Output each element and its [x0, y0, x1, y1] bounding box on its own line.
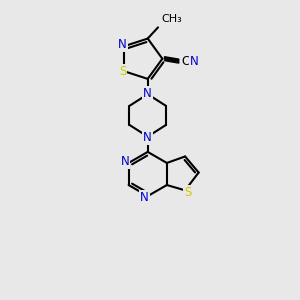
Text: CH₃: CH₃ [162, 14, 182, 24]
Text: N: N [121, 155, 129, 168]
Text: C: C [182, 55, 190, 68]
Text: N: N [143, 131, 152, 144]
Text: S: S [119, 65, 126, 78]
Text: N: N [140, 191, 148, 204]
Text: S: S [184, 186, 192, 199]
Text: N: N [118, 38, 127, 51]
Text: N: N [143, 87, 152, 100]
Text: N: N [190, 55, 199, 68]
